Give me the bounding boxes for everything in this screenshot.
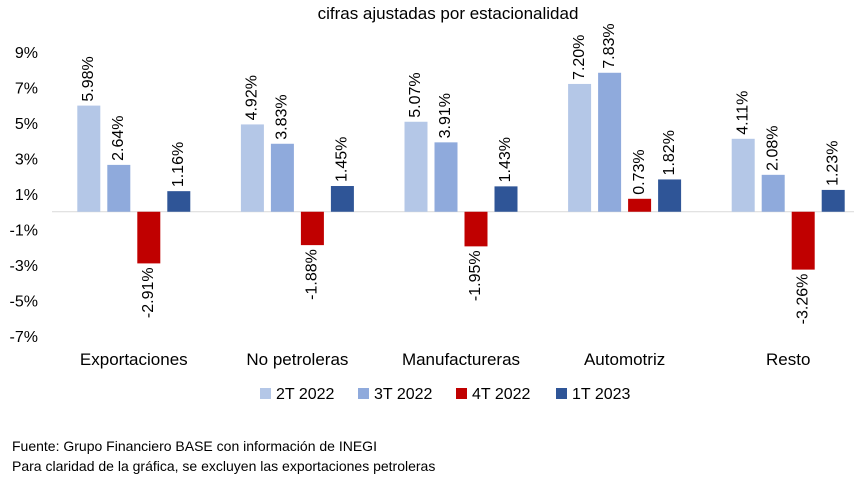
bar-value-label: -1.95%: [467, 250, 484, 301]
bar-value-label: -3.26%: [794, 274, 811, 325]
bars: [77, 72, 845, 270]
bar-value-label: -1.88%: [304, 249, 321, 300]
bar: [300, 211, 324, 246]
bar: [791, 211, 815, 270]
bar: [464, 211, 488, 247]
y-tick-label: 5%: [15, 116, 38, 133]
source-note: Fuente: Grupo Financiero BASE con inform…: [12, 438, 377, 454]
legend-swatch: [260, 388, 271, 399]
bar-value-label: 1.82%: [661, 130, 678, 175]
bar: [434, 142, 458, 212]
legend-label: 4T 2022: [472, 386, 531, 403]
bar: [494, 186, 518, 212]
axes: 9% 7% 5% 3% 1% -1% -3% -5% -7% Exportaciones No pe…: [10, 45, 854, 369]
bar-value-label: 2.08%: [764, 125, 781, 170]
bar-value-label: 5.07%: [407, 72, 424, 117]
y-tick-label: 9%: [15, 45, 38, 62]
legend-swatch: [456, 388, 467, 399]
bar-value-label: 2.64%: [110, 116, 127, 161]
clarification-note: Para claridad de la gráfica, se excluyen…: [12, 458, 436, 474]
bar-value-label: 1.45%: [334, 137, 351, 182]
x-category-label: Automotriz: [584, 350, 665, 369]
legend-label: 1T 2023: [572, 386, 631, 403]
chart-title: cifras ajustadas por estacionalidad: [318, 4, 579, 23]
y-tick-label: -3%: [10, 258, 38, 275]
y-tick-label: -7%: [10, 329, 38, 346]
bar-value-label: 1.23%: [824, 141, 841, 186]
bar: [568, 83, 592, 212]
bar-value-label: 7.83%: [601, 23, 618, 68]
bar-value-label: 4.92%: [244, 75, 261, 120]
bar-value-label: 0.73%: [631, 149, 648, 194]
bar: [731, 138, 755, 212]
bar: [628, 198, 652, 212]
bar: [167, 191, 191, 212]
x-category-label: Manufactureras: [402, 350, 520, 369]
legend-label: 3T 2022: [374, 386, 433, 403]
bar: [77, 105, 101, 212]
bar: [598, 72, 622, 212]
bar-value-label: 5.98%: [80, 56, 97, 101]
bar-value-label: 4.11%: [734, 91, 751, 135]
bar-value-label: 1.43%: [497, 137, 514, 182]
bar: [270, 143, 294, 212]
legend: 2T 2022 3T 2022 4T 2022 1T 2023: [260, 386, 631, 403]
bar-value-label: 7.20%: [571, 35, 588, 80]
bar-value-label: 3.91%: [437, 93, 454, 138]
bar: [821, 189, 845, 212]
bar: [137, 211, 161, 264]
bar-value-label: 3.83%: [274, 94, 291, 139]
legend-swatch: [556, 388, 567, 399]
bar-value-label: -2.91%: [140, 267, 157, 318]
bar: [404, 121, 428, 212]
value-labels: 5.98% 2.64% -2.91% 1.16% 4.92% 3.83% -1.88% 1.4…: [80, 23, 841, 324]
y-tick-label: 7%: [15, 81, 38, 98]
legend-label: 2T 2022: [276, 386, 335, 403]
legend-swatch: [358, 388, 369, 399]
y-tick-label: -1%: [10, 223, 38, 240]
bar: [761, 174, 785, 212]
bar: [658, 179, 682, 212]
x-category-label: No petroleras: [246, 350, 348, 369]
x-category-label: Exportaciones: [80, 350, 188, 369]
bar: [240, 124, 264, 212]
y-tick-label: 1%: [15, 187, 38, 204]
y-tick-label: -5%: [10, 294, 38, 311]
bar: [107, 164, 131, 212]
bar: [330, 186, 354, 212]
bar-value-label: 1.16%: [170, 142, 187, 187]
y-tick-label: 3%: [15, 152, 38, 169]
x-category-label: Resto: [766, 350, 810, 369]
